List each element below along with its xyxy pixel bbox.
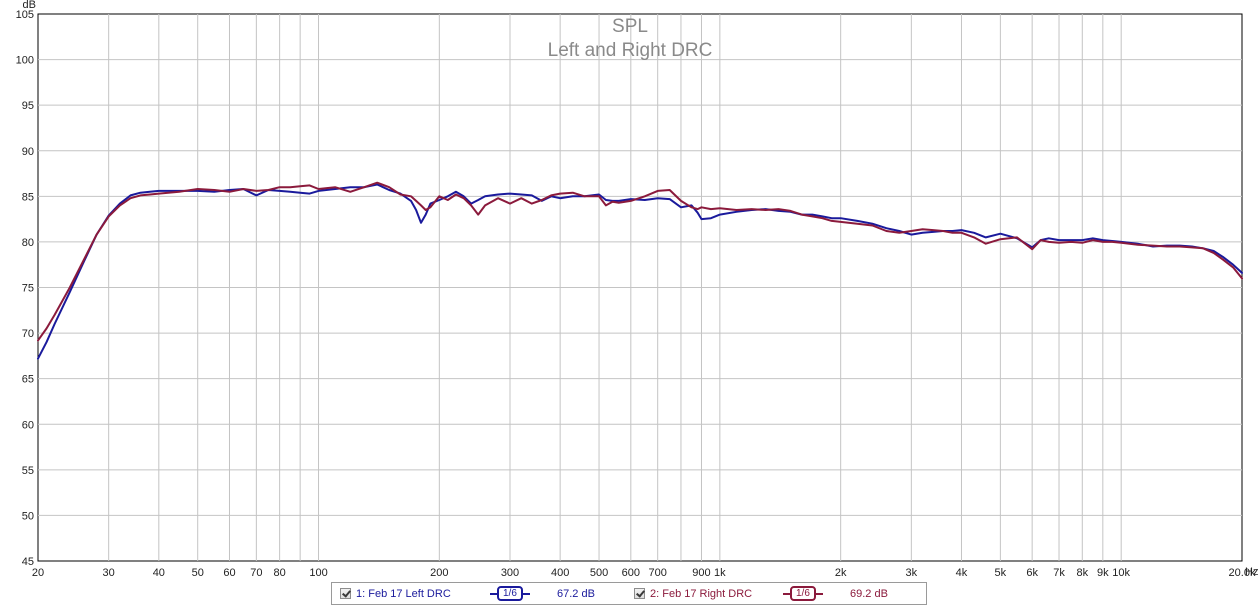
legend-item-left[interactable]: 1: Feb 17 Left DRC	[340, 586, 451, 601]
x-tick-label: 2k	[835, 567, 847, 579]
grid-lines	[38, 14, 1242, 561]
x-tick-label: 40	[153, 567, 165, 579]
x-tick-label: 3k	[906, 567, 918, 579]
x-tick-label: 30	[103, 567, 115, 579]
right-level: 69.2 dB	[850, 588, 888, 600]
y-tick-label: 70	[22, 328, 34, 340]
x-tick-label: 500	[590, 567, 608, 579]
left-visibility-checkbox[interactable]	[340, 588, 351, 599]
x-tick-label: 9k	[1097, 567, 1109, 579]
x-tick-label: 100	[309, 567, 327, 579]
series-right-line	[37, 181, 1243, 342]
y-tick-label: 75	[22, 283, 34, 295]
y-tick-label: 105	[16, 9, 34, 21]
y-unit-label: dB	[23, 0, 36, 11]
legend-label-left: 1: Feb 17 Left DRC	[356, 587, 451, 600]
left-level: 67.2 dB	[557, 588, 595, 600]
x-tick-label: 5k	[995, 567, 1007, 579]
left-smoothing-control[interactable]: 1/6	[490, 585, 530, 602]
y-tick-labels: 45 50 55 60 65 70 75 80 85 90 95 100 105	[16, 9, 34, 568]
x-tick-label: 60	[223, 567, 235, 579]
y-tick-label: 100	[16, 55, 34, 67]
x-tick-label: 200	[430, 567, 448, 579]
x-tick-label: 7k	[1053, 567, 1065, 579]
x-tick-label: 80	[274, 567, 286, 579]
y-tick-label: 45	[22, 556, 34, 568]
y-tick-label: 95	[22, 100, 34, 112]
x-tick-label: 300	[501, 567, 519, 579]
right-line-swatch	[783, 592, 790, 595]
legend-item-right[interactable]: 2: Feb 17 Right DRC	[634, 586, 752, 601]
x-tick-label: 900	[692, 567, 710, 579]
legend-label-right: 2: Feb 17 Right DRC	[650, 587, 753, 600]
x-tick-label: 6k	[1026, 567, 1038, 579]
chart-title: SPL	[612, 16, 648, 37]
x-tick-label: 20.0k	[1229, 567, 1256, 579]
x-tick-label: 8k	[1076, 567, 1088, 579]
x-tick-label: 50	[192, 567, 204, 579]
x-tick-label: 1k	[714, 567, 726, 579]
right-visibility-checkbox[interactable]	[634, 588, 645, 599]
x-tick-label: 700	[649, 567, 667, 579]
y-tick-label: 50	[22, 510, 34, 522]
left-line-swatch-right	[522, 592, 530, 595]
x-tick-labels: 20 30 40 50 60 70 80 100 200 300 400 500 600 700 900 1k…	[32, 567, 1256, 579]
x-tick-label: 4k	[956, 567, 968, 579]
x-tick-label: 70	[250, 567, 262, 579]
y-tick-label: 85	[22, 191, 34, 203]
series-lines	[37, 181, 1243, 360]
y-tick-label: 65	[22, 374, 34, 386]
x-tick-label: 20	[32, 567, 44, 579]
legend: 1: Feb 17 Left DRC 1/6 67.2 dB 2: Feb 17…	[331, 582, 927, 605]
y-tick-label: 90	[22, 146, 34, 158]
y-tick-label: 80	[22, 237, 34, 249]
y-tick-label: 60	[22, 419, 34, 431]
x-tick-label: 10k	[1112, 567, 1130, 579]
right-line-swatch-right	[815, 592, 823, 595]
right-smoothing-button[interactable]: 1/6	[790, 586, 816, 601]
chart-subtitle: Left and Right DRC	[548, 40, 713, 61]
spl-chart: 45 50 55 60 65 70 75 80 85 90 95 100 105 20 30 40 50 60 7…	[16, 0, 1259, 579]
y-tick-label: 55	[22, 465, 34, 477]
left-smoothing-button[interactable]: 1/6	[497, 586, 523, 601]
x-unit-label: Hz	[1245, 566, 1258, 578]
right-smoothing-control[interactable]: 1/6	[783, 585, 823, 602]
left-line-swatch	[490, 592, 497, 595]
x-tick-label: 600	[622, 567, 640, 579]
x-tick-label: 400	[551, 567, 569, 579]
